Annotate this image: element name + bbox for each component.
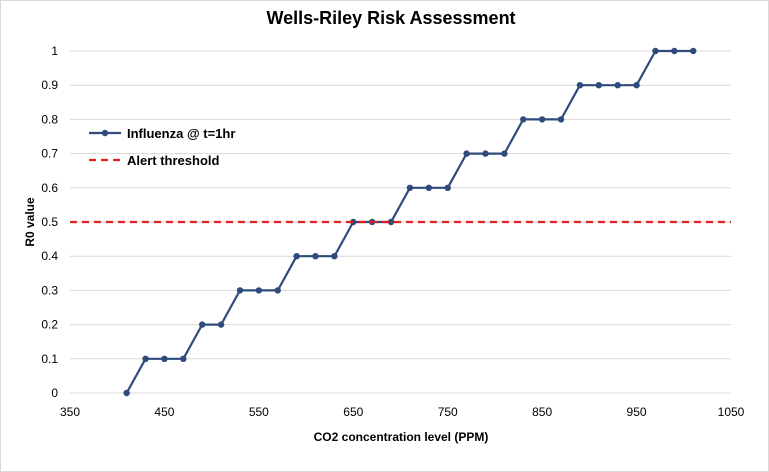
y-tick-label: 0.7 xyxy=(41,147,58,161)
data-point xyxy=(520,116,527,123)
y-tick-label: 1 xyxy=(51,44,58,58)
legend-label-influenza: Influenza @ t=1hr xyxy=(127,126,235,141)
data-point xyxy=(142,355,149,362)
data-point xyxy=(614,82,621,89)
y-tick-label: 0 xyxy=(51,386,58,400)
y-tick-labels: 0 0.1 0.2 0.3 0.4 0.5 0.6 0.7 0.8 0.9 1 xyxy=(41,44,58,400)
x-tick-label: 450 xyxy=(154,405,174,419)
data-point xyxy=(331,253,338,260)
data-point xyxy=(463,150,470,157)
data-point xyxy=(350,218,357,226)
data-point xyxy=(557,116,565,123)
series-layer xyxy=(70,47,731,397)
data-point xyxy=(425,184,433,191)
data-point xyxy=(690,47,697,55)
data-point xyxy=(671,47,678,55)
y-tick-label: 0.5 xyxy=(41,215,58,229)
legend: Influenza @ t=1hr Alert threshold xyxy=(89,126,235,168)
legend-label-alert-threshold: Alert threshold xyxy=(127,153,220,168)
data-point xyxy=(180,355,187,362)
x-tick-label: 650 xyxy=(343,405,363,419)
data-point xyxy=(595,82,602,89)
x-tick-label: 550 xyxy=(249,405,269,419)
data-point xyxy=(217,321,225,328)
y-tick-label: 0.9 xyxy=(41,78,58,92)
data-point xyxy=(387,218,395,226)
y-axis-title: R0 value xyxy=(23,197,37,247)
x-tick-labels: 350 450 550 650 750 850 950 1050 xyxy=(60,405,745,419)
x-axis-title: CO2 concentration level (PPM) xyxy=(314,430,489,444)
data-point xyxy=(312,253,319,260)
data-point xyxy=(444,184,451,191)
data-point xyxy=(274,287,281,294)
data-point xyxy=(576,82,584,89)
data-point xyxy=(482,150,489,157)
data-point xyxy=(633,82,640,89)
data-point xyxy=(199,321,206,328)
data-point xyxy=(652,47,659,55)
x-tick-label: 1050 xyxy=(718,405,745,419)
data-point xyxy=(538,116,546,123)
x-tick-label: 750 xyxy=(438,405,458,419)
y-tick-label: 0.4 xyxy=(41,249,58,263)
data-point xyxy=(236,287,244,294)
chart-title: Wells-Riley Risk Assessment xyxy=(266,8,515,28)
data-point xyxy=(406,184,414,191)
x-tick-label: 850 xyxy=(532,405,552,419)
y-tick-label: 0.3 xyxy=(41,283,58,297)
data-point xyxy=(293,253,300,260)
y-tick-label: 0.8 xyxy=(41,112,58,126)
data-point xyxy=(255,287,263,294)
x-tick-label: 950 xyxy=(627,405,647,419)
data-point xyxy=(123,389,130,397)
x-tick-label: 350 xyxy=(60,405,80,419)
data-point xyxy=(501,150,508,157)
y-tick-label: 0.6 xyxy=(41,181,58,195)
legend-marker-influenza xyxy=(101,129,109,137)
y-tick-label: 0.2 xyxy=(41,318,58,332)
y-tick-label: 0.1 xyxy=(41,352,58,366)
data-point xyxy=(161,355,168,362)
